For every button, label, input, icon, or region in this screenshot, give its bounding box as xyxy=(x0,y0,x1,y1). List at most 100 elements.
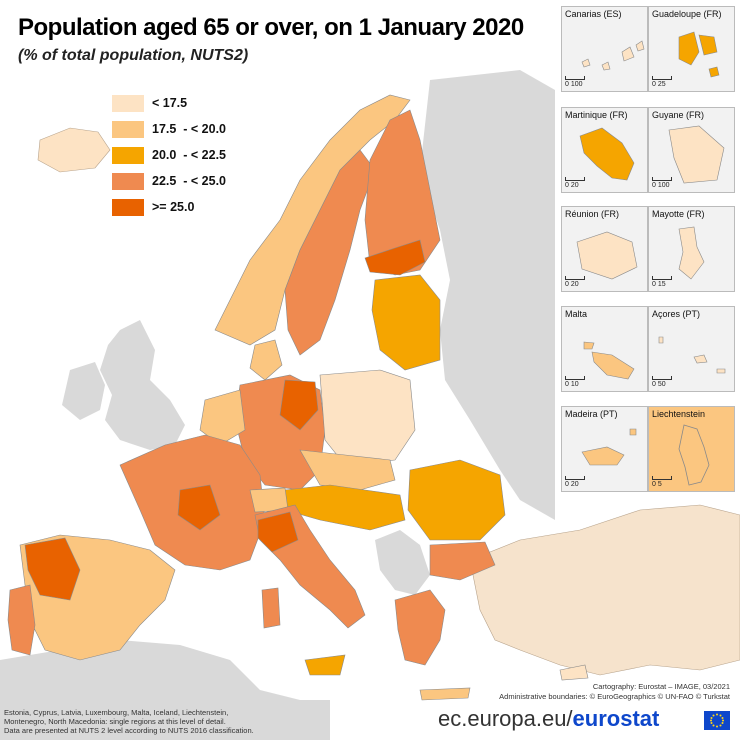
inset-malta: Malta 0 10 xyxy=(561,306,648,392)
inset-map xyxy=(579,127,635,181)
legend-label: 22.5 - < 25.0 xyxy=(152,174,227,188)
greece xyxy=(394,589,446,666)
legend-item: >= 25.0 xyxy=(112,194,226,220)
inset-scale: 0 20 xyxy=(565,182,579,189)
germany-east xyxy=(279,379,319,431)
inset-guyane: Guyane (FR) 0 100 xyxy=(648,107,735,193)
inset-title: Liechtenstein xyxy=(652,409,706,419)
brand-name: eurostat xyxy=(572,706,660,731)
footnote-line-2: Montenegro, North Macedonia: single regi… xyxy=(4,717,226,726)
legend-label: 17.5 - < 20.0 xyxy=(152,122,227,136)
italy-north xyxy=(257,511,299,553)
inset-map xyxy=(581,428,637,466)
legend-swatch xyxy=(112,172,144,190)
scale-bar xyxy=(652,76,672,80)
inset-scale: 0 5 xyxy=(652,481,662,488)
spain-north xyxy=(24,537,81,601)
inset-scale: 0 20 xyxy=(565,281,579,288)
footnote-line-3: Data are presented at NUTS 2 level accor… xyxy=(4,726,254,735)
footnote-line-1: Estonia, Cyprus, Latvia, Luxembourg, Mal… xyxy=(4,708,229,717)
inset-mayotte: Mayotte (FR) 0 15 xyxy=(648,206,735,292)
inset-scale: 0 25 xyxy=(652,81,666,88)
benelux xyxy=(199,389,246,446)
poland xyxy=(319,369,416,466)
legend-item: 22.5 - < 25.0 xyxy=(112,168,226,194)
inset-title: Malta xyxy=(565,309,588,319)
inset-scale: 0 10 xyxy=(565,381,579,388)
credit-boundaries: Administrative boundaries: © EuroGeograp… xyxy=(499,692,730,701)
inset-title: Mayotte (FR) xyxy=(652,209,705,219)
ireland xyxy=(62,362,105,420)
inset-title: Açores (PT) xyxy=(652,309,701,319)
legend-item: 20.0 - < 22.5 xyxy=(112,142,226,168)
eu-flag-icon xyxy=(704,711,730,730)
inset-liechtenstein: Liechtenstein 0 5 xyxy=(648,406,735,492)
inset-madeira: Madeira (PT) 0 20 xyxy=(561,406,648,492)
inset-title: Canarias (ES) xyxy=(565,9,622,19)
legend: < 17.5 17.5 - < 20.0 20.0 - < 22.5 22.5 … xyxy=(112,90,226,220)
russia-east xyxy=(420,70,555,520)
sardinia xyxy=(261,587,281,629)
inset-scale: 0 100 xyxy=(652,182,670,189)
inset-title: Martinique (FR) xyxy=(565,110,628,120)
legend-label: < 17.5 xyxy=(152,96,188,110)
inset-map xyxy=(583,341,635,380)
inset-guadeloupe: Guadeloupe (FR) 0 25 xyxy=(648,6,735,92)
inset-map xyxy=(678,424,710,486)
scale-bar xyxy=(652,476,672,480)
inset-map xyxy=(581,40,645,71)
legend-item: 17.5 - < 20.0 xyxy=(112,116,226,142)
inset-reunion: Réunion (FR) 0 20 xyxy=(561,206,648,292)
legend-item: < 17.5 xyxy=(112,90,226,116)
inset-martinique: Martinique (FR) 0 20 xyxy=(561,107,648,193)
cyprus xyxy=(559,664,589,681)
inset-map xyxy=(576,231,638,280)
inset-title: Madeira (PT) xyxy=(565,409,618,419)
map-title: Population aged 65 or over, on 1 January… xyxy=(18,14,524,41)
finland xyxy=(364,109,441,276)
legend-label: 20.0 - < 22.5 xyxy=(152,148,227,162)
legend-swatch xyxy=(112,94,144,112)
uk xyxy=(100,320,185,450)
bulgaria xyxy=(429,541,496,581)
map-subtitle: (% of total population, NUTS2) xyxy=(18,47,249,64)
sicily xyxy=(304,654,346,676)
legend-swatch xyxy=(112,120,144,138)
eu-stars xyxy=(710,713,724,728)
credit-cartography: Cartography: Eurostat – IMAGE, 03/2021 xyxy=(592,682,730,691)
legend-label: >= 25.0 xyxy=(152,200,195,214)
czechia-slovakia xyxy=(299,449,396,491)
inset-title: Guadeloupe (FR) xyxy=(652,9,722,19)
turkey xyxy=(469,504,740,676)
portugal xyxy=(7,584,36,656)
inset-map xyxy=(668,125,725,184)
balkans-non-eu xyxy=(375,530,430,595)
brand-prefix: ec.europa.eu/ xyxy=(438,706,573,731)
scale-bar xyxy=(565,76,585,80)
legend-swatch xyxy=(112,146,144,164)
scale-bar xyxy=(652,177,672,181)
inset-scale: 0 100 xyxy=(565,81,583,88)
sweden xyxy=(284,149,376,356)
inset-scale: 0 20 xyxy=(565,481,579,488)
inset-map xyxy=(658,336,726,374)
scale-bar xyxy=(565,276,585,280)
inset-title: Guyane (FR) xyxy=(652,110,705,120)
north-africa xyxy=(0,640,330,740)
inset-acores: Açores (PT) 0 50 xyxy=(648,306,735,392)
scale-bar xyxy=(652,376,672,380)
norway xyxy=(214,94,411,346)
inset-scale: 0 15 xyxy=(652,281,666,288)
baltics xyxy=(371,274,441,371)
legend-swatch xyxy=(112,198,144,216)
iceland xyxy=(37,127,111,173)
eurostat-brand[interactable]: ec.europa.eu/eurostat xyxy=(438,706,659,732)
scale-bar xyxy=(565,476,585,480)
inset-title: Réunion (FR) xyxy=(565,209,620,219)
scale-bar xyxy=(565,177,585,181)
crete xyxy=(419,687,471,701)
inset-scale: 0 50 xyxy=(652,381,666,388)
inset-map xyxy=(678,31,720,78)
romania xyxy=(407,459,506,541)
